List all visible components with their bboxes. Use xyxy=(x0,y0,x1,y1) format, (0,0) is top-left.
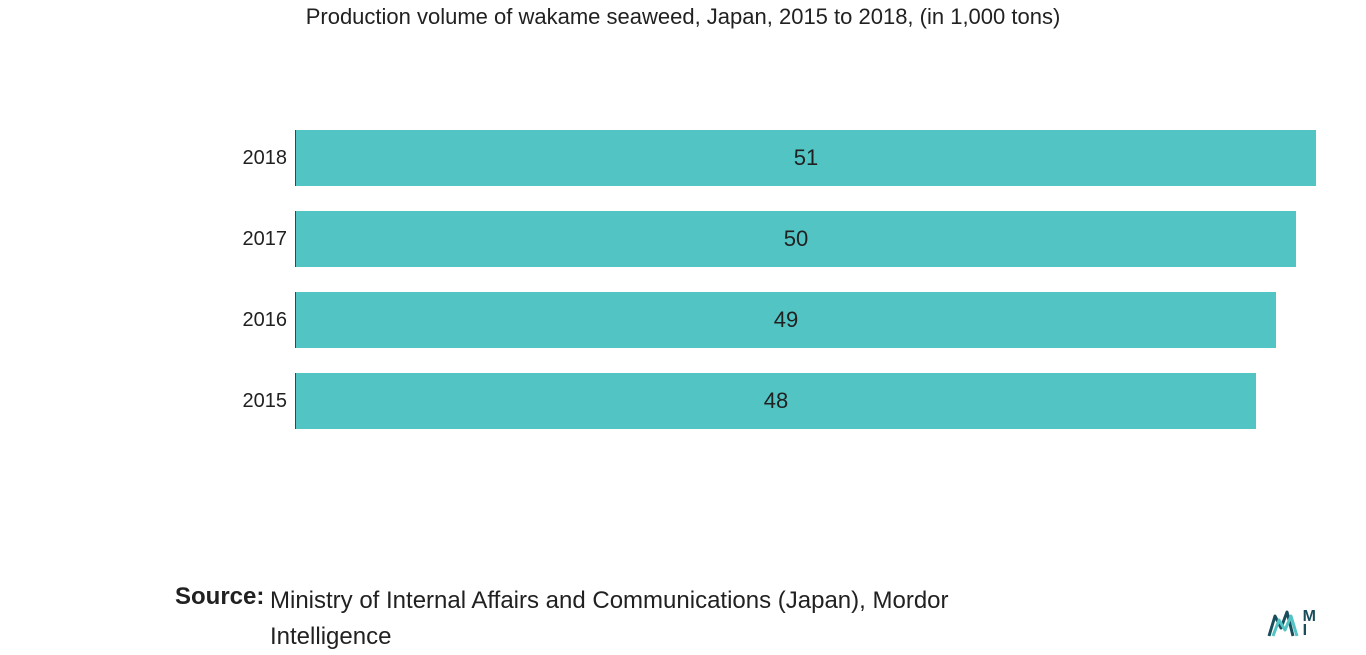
logo-mark-icon xyxy=(1267,608,1299,640)
bar-row: 2018 51 xyxy=(175,130,1316,186)
bar-track: 50 xyxy=(295,211,1316,267)
bar-value-label: 49 xyxy=(774,307,798,333)
category-label: 2016 xyxy=(175,309,295,332)
bar: 49 xyxy=(296,292,1276,348)
logo-text: M I xyxy=(1303,610,1316,639)
source-text: Ministry of Internal Affairs and Communi… xyxy=(270,583,1010,655)
bar-value-label: 50 xyxy=(784,226,808,252)
bar: 48 xyxy=(296,373,1256,429)
bar-track: 48 xyxy=(295,373,1316,429)
bar-row: 2016 49 xyxy=(175,292,1316,348)
category-label: 2017 xyxy=(175,228,295,251)
source-label: Source: xyxy=(175,583,270,611)
bar-track: 49 xyxy=(295,292,1316,348)
category-label: 2018 xyxy=(175,147,295,170)
bar-row: 2017 50 xyxy=(175,211,1316,267)
bar: 51 xyxy=(296,130,1316,186)
bar-value-label: 51 xyxy=(794,145,818,171)
bar-chart: 2018 51 2017 50 2016 49 xyxy=(0,130,1366,429)
chart-title: Production volume of wakame seaweed, Jap… xyxy=(0,0,1366,130)
brand-logo: M I xyxy=(1267,608,1316,640)
bar-value-label: 48 xyxy=(764,388,788,414)
bar-row: 2015 48 xyxy=(175,373,1316,429)
bar: 50 xyxy=(296,211,1296,267)
chart-footer: Source: Ministry of Internal Affairs and… xyxy=(175,583,1316,655)
bar-track: 51 xyxy=(295,130,1316,186)
category-label: 2015 xyxy=(175,390,295,413)
